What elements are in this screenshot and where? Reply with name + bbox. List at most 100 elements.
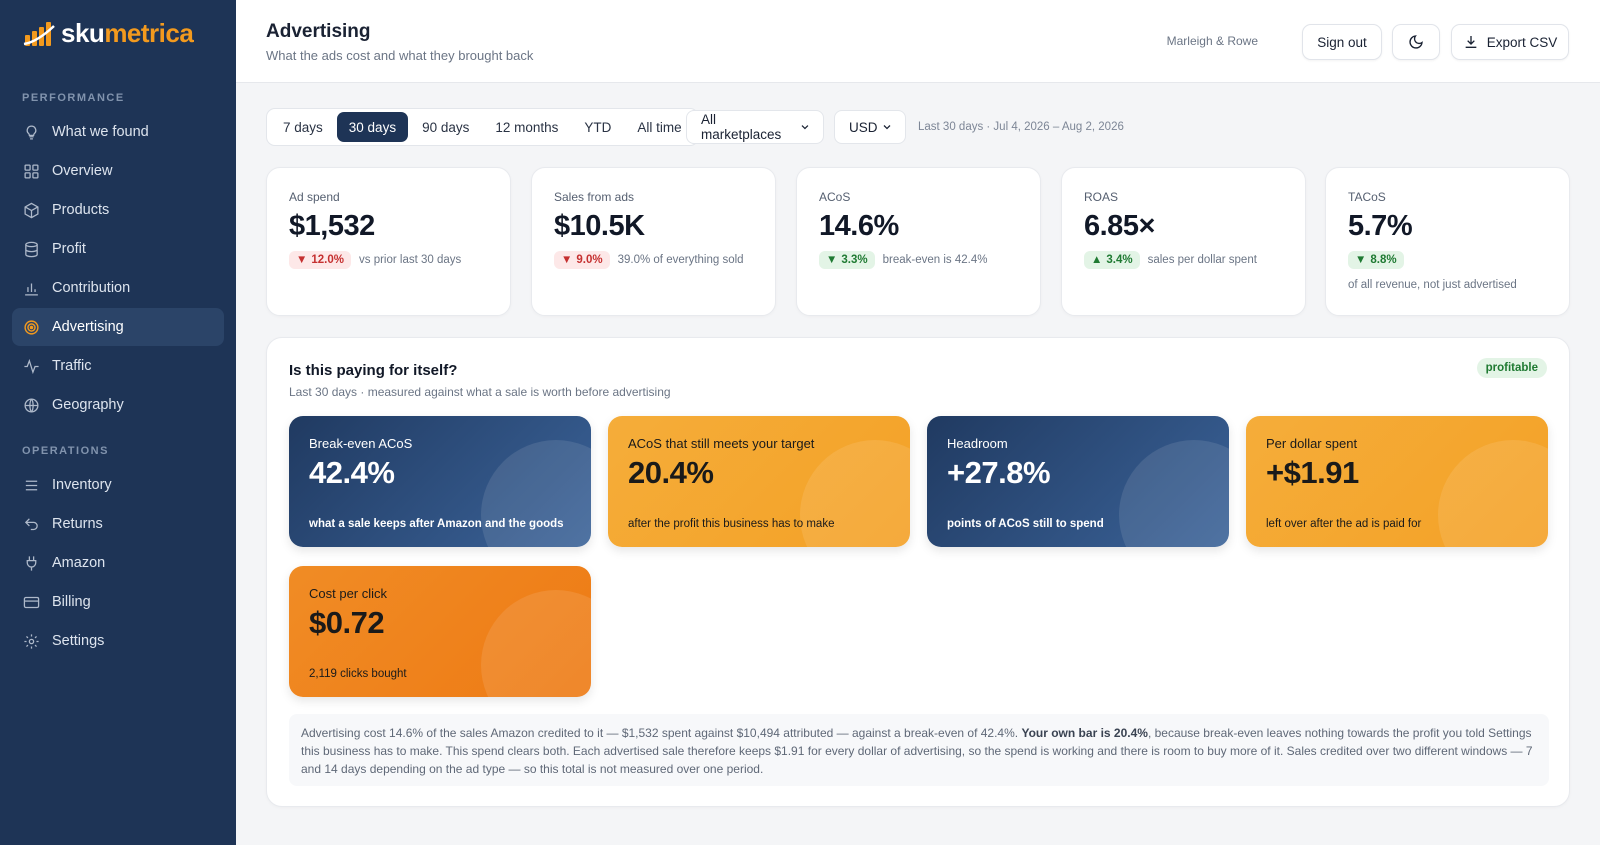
sidebar-item-label: Geography [52,397,124,413]
sidebar-item-what-we-found[interactable]: What we found [12,113,224,151]
tile-per-dollar: Per dollar spent +$1.91 left over after … [1246,416,1548,547]
kpi-note: 39.0% of everything sold [617,254,744,266]
download-icon [1465,36,1477,48]
sidebar-item-returns[interactable]: Returns [12,505,224,543]
sidebar-item-amazon[interactable]: Amazon [12,544,224,582]
nav-section-operations: OPERATIONS [22,445,109,457]
delta-badge: ▼ 8.8% [1348,251,1404,269]
kpi-value: 5.7% [1348,210,1413,242]
arrow-up-icon: ▲ [1091,254,1103,266]
database-icon [22,240,40,258]
range-note: Last 30 days · Jul 4, 2026 – Aug 2, 2026 [918,121,1124,133]
arrow-down-icon: ▼ [296,254,308,266]
sidebar-item-geography[interactable]: Geography [12,386,224,424]
tile-cost-per-click: Cost per click $0.72 2,119 clicks bought [289,566,591,697]
range-7-days[interactable]: 7 days [283,119,323,135]
kpi-card-acos: ACoS 14.6% ▼ 3.3% break-even is 42.4% [796,167,1041,316]
sidebar-item-label: Amazon [52,555,106,571]
kpi-label: Sales from ads [554,190,635,204]
tile-label: Per dollar spent [1266,436,1358,451]
sidebar-item-label: What we found [52,124,149,140]
export-csv-button[interactable]: Export CSV [1451,24,1569,60]
sidebar-item-billing[interactable]: Billing [12,583,224,621]
paying-for-itself-panel: Is this paying for itself? Last 30 days … [266,337,1570,807]
tile-note: after the profit this business has to ma… [628,518,835,530]
sidebar-item-label: Profit [52,241,86,257]
sidebar-item-traffic[interactable]: Traffic [12,347,224,385]
sidebar-item-contribution[interactable]: Contribution [12,269,224,307]
credit-card-icon [22,593,40,611]
list-icon [22,476,40,494]
kpi-label: TACoS [1348,190,1386,204]
tile-value: 42.4% [309,455,395,490]
arrow-down-icon: ▼ [561,254,573,266]
sidebar-item-label: Products [52,202,110,218]
range-30-days[interactable]: 30 days [336,112,409,142]
sidebar-item-overview[interactable]: Overview [12,152,224,190]
marketplace-select[interactable]: All marketplaces [686,110,824,144]
kpi-note: break-even is 42.4% [882,254,988,266]
range-90-days[interactable]: 90 days [422,119,470,135]
page-header: Advertising What the ads cost and what t… [236,0,1600,83]
arrow-down-icon: ▼ [826,254,838,266]
currency-select[interactable]: USD [834,110,906,144]
tile-break-even-acos: Break-even ACoS 42.4% what a sale keeps … [289,416,591,547]
kpi-label: Ad spend [289,190,340,204]
range-all-time[interactable]: All time [637,119,682,135]
moon-icon [1409,35,1423,49]
date-range-selector: 7 days 30 days 90 days 12 months YTD All… [266,108,699,146]
kpi-card-sales-from-ads: Sales from ads $10.5K ▼ 9.0% 39.0% of eve… [531,167,776,316]
target-icon [22,318,40,336]
page-subtitle: What the ads cost and what they brought … [266,48,534,63]
sidebar-item-label: Traffic [52,358,92,374]
range-ytd[interactable]: YTD [584,119,612,135]
activity-icon [22,357,40,375]
kpi-label: ROAS [1084,190,1119,204]
currency-value: USD [849,119,878,135]
brand-name: skumetrica [61,18,194,48]
theme-toggle-button[interactable] [1392,24,1440,60]
range-12-months[interactable]: 12 months [495,119,559,135]
lightbulb-icon [22,123,40,141]
panel-title: Is this paying for itself? [289,362,458,379]
tile-value: +27.8% [947,455,1051,490]
kpi-value: 6.85× [1084,210,1155,242]
sidebar-item-products[interactable]: Products [12,191,224,229]
panel-subtitle: Last 30 days · measured against what a s… [289,385,671,399]
tile-value: $0.72 [309,605,385,640]
kpi-value: $10.5K [554,210,645,242]
tile-target-acos: ACoS that still meets your target 20.4% … [608,416,910,547]
kpi-label: ACoS [819,190,851,204]
sidebar-item-inventory[interactable]: Inventory [12,466,224,504]
delta-badge: ▼ 12.0% [289,251,351,269]
sidebar-item-label: Contribution [52,280,131,296]
status-badge: profitable [1476,358,1547,378]
tile-label: Headroom [947,436,1008,451]
sign-out-button[interactable]: Sign out [1302,24,1382,60]
tile-label: Break-even ACoS [309,436,413,451]
tile-label: Cost per click [309,586,388,601]
sidebar-item-settings[interactable]: Settings [12,622,224,660]
delta-badge: ▼ 9.0% [554,251,610,269]
sidebar: skumetrica PERFORMANCE What we found Ove… [0,0,236,845]
page-title: Advertising [266,21,371,42]
sidebar-item-advertising[interactable]: Advertising [12,308,224,346]
tile-value: +$1.91 [1266,455,1359,490]
kpi-card-roas: ROAS 6.85× ▲ 3.4% sales per dollar spent [1061,167,1306,316]
sidebar-item-label: Returns [52,516,103,532]
box-icon [22,201,40,219]
delta-badge: ▼ 3.3% [819,251,875,269]
logo[interactable]: skumetrica [23,18,194,48]
export-label: Export CSV [1486,34,1558,50]
grid-icon [22,162,40,180]
nav-section-performance: PERFORMANCE [22,92,125,104]
kpi-value: $1,532 [289,210,375,242]
tile-value: 20.4% [628,455,714,490]
kpi-card-tacos: TACoS 5.7% ▼ 8.8% of all revenue, not jus… [1325,167,1570,316]
chevron-down-icon [883,125,891,130]
kpi-note: vs prior last 30 days [359,254,462,266]
marketplace-value: All marketplaces [701,112,782,142]
sidebar-item-profit[interactable]: Profit [12,230,224,268]
sidebar-item-label: Overview [52,163,113,179]
bar-chart-icon [22,279,40,297]
